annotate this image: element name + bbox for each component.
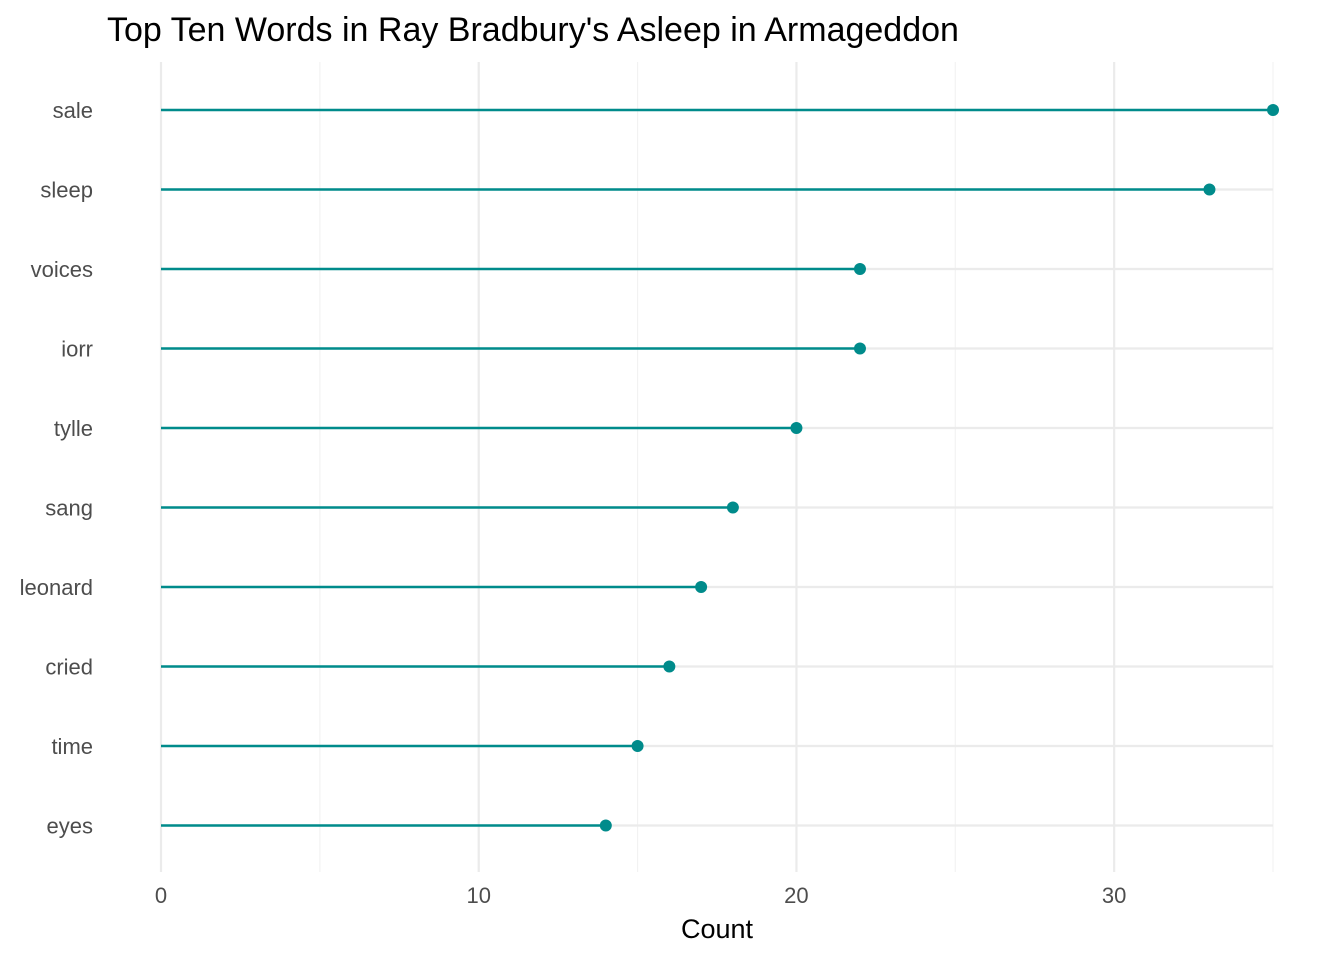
y-tick-label: tylle bbox=[54, 416, 93, 441]
lollipop-point bbox=[853, 342, 866, 355]
lollipop-marks bbox=[161, 104, 1279, 832]
y-tick-label: sleep bbox=[40, 178, 93, 203]
y-tick-label: leonard bbox=[20, 575, 93, 600]
lollipop-point bbox=[1267, 104, 1279, 116]
y-tick-label: iorr bbox=[61, 337, 93, 362]
lollipop-point bbox=[663, 660, 676, 673]
chart-title: Top Ten Words in Ray Bradbury's Asleep i… bbox=[107, 11, 959, 49]
x-axis-title: Count bbox=[681, 914, 754, 944]
lollipop-point bbox=[726, 501, 739, 514]
y-tick-label: time bbox=[51, 734, 93, 759]
x-axis-ticks: 0 10 20 30 bbox=[155, 883, 1127, 908]
lollipop-point bbox=[631, 740, 644, 752]
x-tick-label: 30 bbox=[1102, 883, 1126, 908]
lollipop-point bbox=[790, 422, 803, 434]
lollipop-point bbox=[695, 581, 708, 593]
x-tick-label: 20 bbox=[784, 883, 808, 908]
y-tick-label: eyes bbox=[47, 814, 93, 839]
x-tick-label: 0 bbox=[155, 883, 167, 908]
y-tick-label: sale bbox=[53, 98, 93, 123]
y-tick-label: voices bbox=[31, 257, 93, 282]
y-tick-label: cried bbox=[45, 655, 93, 680]
y-axis-ticks: sale sleep voices iorr tylle sang leonard cried… bbox=[20, 98, 93, 839]
lollipop-point bbox=[599, 819, 612, 832]
y-tick-label: sang bbox=[45, 496, 93, 521]
lollipop-point bbox=[1203, 183, 1216, 196]
x-tick-label: 10 bbox=[466, 883, 490, 908]
grid-lines bbox=[159, 62, 1274, 872]
lollipop-point bbox=[853, 263, 866, 275]
